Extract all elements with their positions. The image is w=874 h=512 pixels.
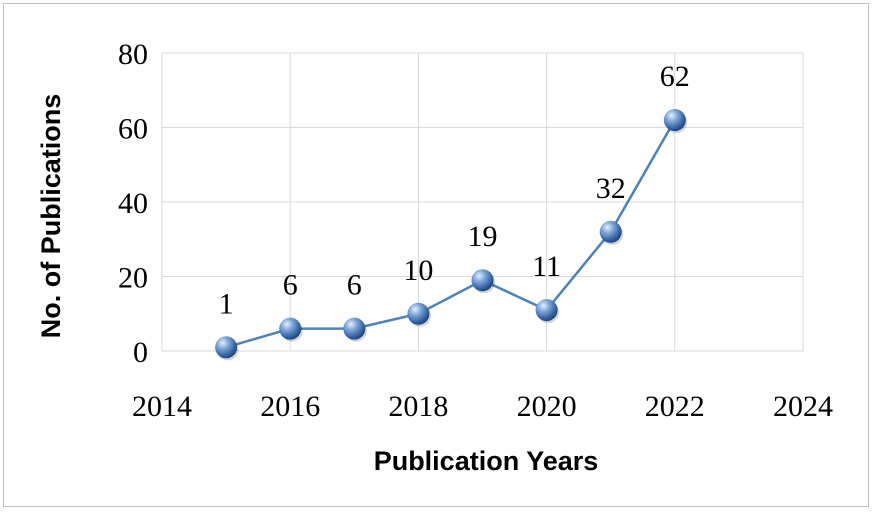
data-label: 11 — [532, 250, 561, 283]
data-point — [599, 220, 622, 243]
x-tick-label: 2024 — [773, 390, 833, 423]
data-point — [407, 302, 430, 325]
data-point — [343, 317, 366, 340]
y-tick-label: 80 — [118, 38, 148, 71]
data-point — [535, 299, 558, 322]
x-tick-label: 2018 — [388, 390, 448, 423]
data-label: 6 — [347, 269, 362, 302]
y-tick-label: 60 — [118, 113, 148, 146]
data-label: 19 — [468, 220, 498, 253]
y-tick-labels: 0 20 40 60 80 — [118, 38, 148, 369]
y-tick-label: 20 — [118, 262, 148, 295]
data-label: 32 — [596, 172, 626, 205]
x-tick-label: 2016 — [260, 390, 320, 423]
data-point — [663, 109, 686, 132]
chart-frame — [3, 3, 869, 507]
x-axis-title: Publication Years — [374, 446, 599, 476]
data-point — [215, 336, 238, 359]
y-axis-title: No. of Publications — [36, 94, 66, 339]
data-label-group: 1 6 6 10 19 11 32 62 — [219, 60, 690, 320]
x-tick-label: 2014 — [132, 390, 192, 423]
data-label: 62 — [660, 60, 690, 93]
x-tick-label: 2022 — [645, 390, 705, 423]
y-tick-label: 0 — [133, 336, 148, 369]
data-point — [279, 317, 302, 340]
data-label: 10 — [403, 254, 433, 287]
data-label: 6 — [283, 269, 298, 302]
x-tick-label: 2020 — [517, 390, 577, 423]
y-tick-label: 40 — [118, 187, 148, 220]
data-label: 1 — [219, 287, 234, 320]
data-point — [471, 269, 494, 292]
grid-lines — [161, 52, 804, 352]
series-line-group — [215, 109, 688, 361]
x-tick-labels: 2014 2016 2018 2020 2022 2024 — [132, 390, 833, 423]
